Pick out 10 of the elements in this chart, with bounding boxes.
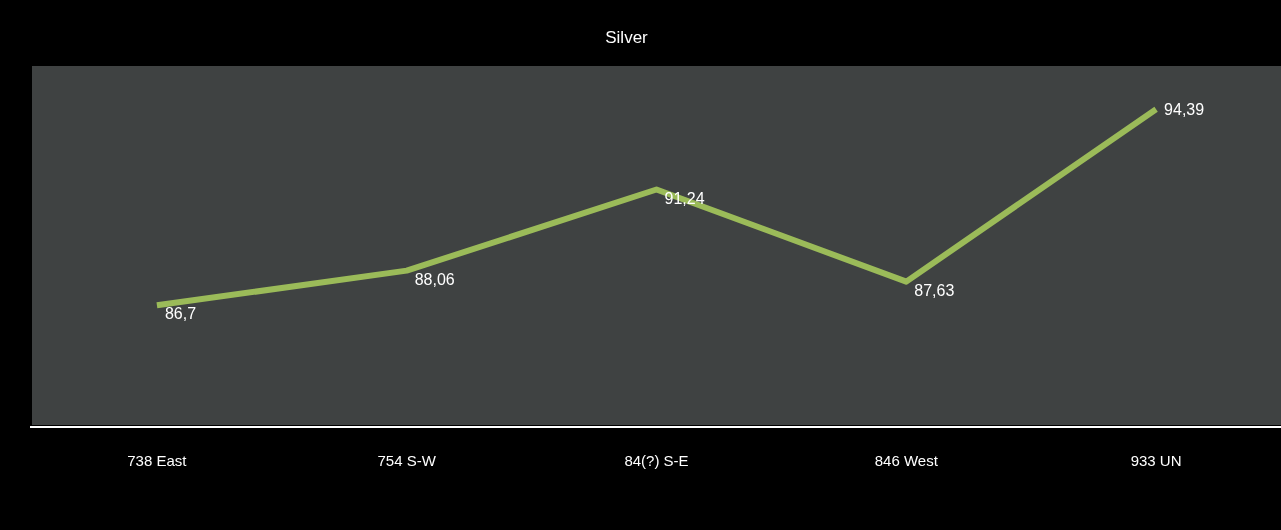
chart-title: Silver [605,28,649,47]
data-label: 87,63 [914,281,955,299]
data-label: 86,7 [164,305,197,323]
x-tick-label: 846 West [874,452,939,469]
x-tick-label: 738 East [127,452,188,469]
data-label: 88,06 [414,270,455,288]
x-tick-label: 84(?) S-E [624,452,689,469]
x-tick-label: 754 S-W [377,452,437,469]
data-label: 94,39 [1164,101,1205,119]
x-tick-label: 933 UN [1130,452,1182,469]
